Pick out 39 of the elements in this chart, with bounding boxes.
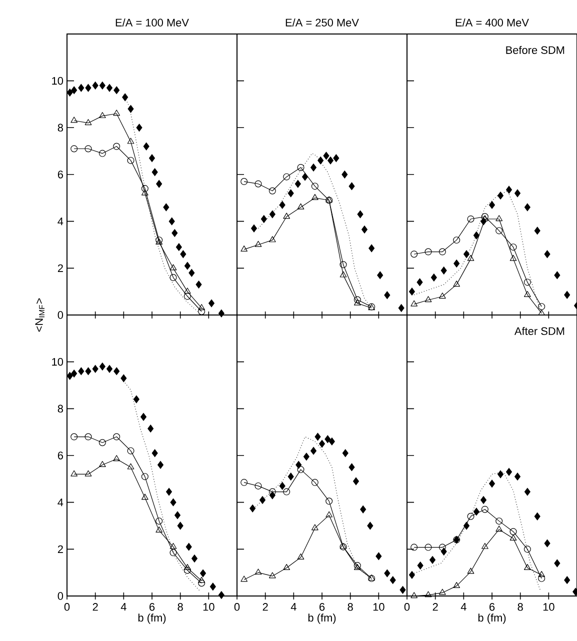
annotation: Before SDM [506, 46, 564, 54]
y-tick-label: 6 [58, 170, 63, 178]
x-tick-label: 0 [404, 603, 410, 611]
y-axis-title: <N$_{IMF}$> [35, 298, 44, 332]
y-tick-label: 10 [52, 76, 64, 85]
x-tick-label: 10 [373, 603, 384, 611]
y-tick-label: 0 [58, 311, 64, 319]
x-tick-label: 0 [64, 603, 70, 611]
x-tick-label: 8 [178, 603, 183, 611]
x-tick-label: 10 [203, 603, 214, 611]
chart-title: E/A = 400 MeV [456, 18, 529, 26]
x-tick-label: 4 [120, 603, 126, 611]
y-tick-label: 4 [58, 218, 64, 226]
chart-title: E/A = 100 MeV [116, 18, 189, 26]
x-tick-label: 6 [320, 603, 325, 611]
y-tick-label: 2 [58, 545, 63, 553]
y-tick-label: 0 [58, 592, 64, 600]
annotation: After SDM [514, 326, 564, 335]
y-tick-label: 4 [58, 498, 64, 506]
x-axis-title: b (fm) [478, 614, 506, 624]
x-axis-title: b (fm) [138, 614, 166, 624]
x-tick-label: 6 [490, 603, 495, 611]
x-tick-label: 2 [432, 603, 438, 611]
y-tick-label: 10 [52, 358, 64, 366]
x-tick-label: 8 [518, 603, 523, 611]
x-tick-label: 10 [543, 603, 554, 611]
x-tick-label: 6 [150, 603, 155, 611]
y-tick-label: 8 [58, 124, 63, 132]
y-tick-label: 2 [58, 264, 63, 272]
x-tick-label: 2 [92, 603, 98, 611]
chart-title: E/A = 250 MeV [286, 18, 359, 26]
x-tick-label: 4 [460, 603, 466, 611]
x-tick-label: 0 [234, 603, 240, 611]
x-tick-label: 2 [262, 603, 268, 611]
x-tick-label: 4 [290, 603, 296, 611]
y-tick-label: 8 [58, 404, 63, 413]
x-axis-title: b (fm) [308, 614, 336, 624]
y-tick-label: 6 [58, 452, 63, 460]
x-tick-label: 8 [348, 603, 353, 611]
